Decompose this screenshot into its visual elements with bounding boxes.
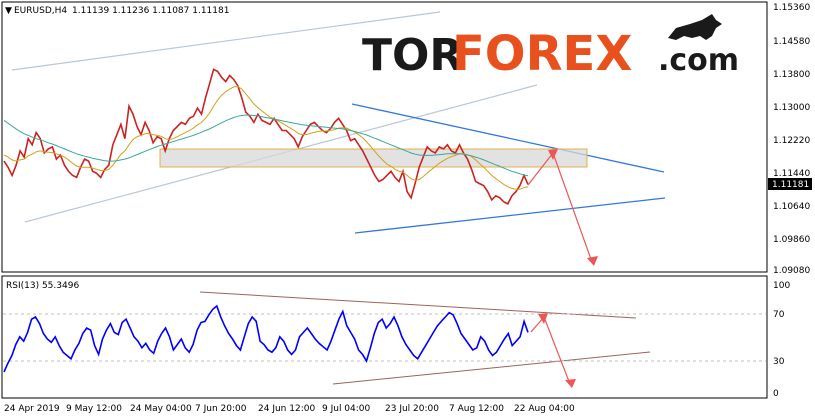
price-axis-label: 1.09080 — [773, 266, 810, 276]
rsi-axis: 100 70 30 0 — [773, 281, 790, 399]
price-axis: 1.15360 1.14580 1.13800 1.13000 1.12220 … — [768, 3, 812, 276]
price-axis-label: 1.15360 — [773, 3, 810, 13]
rsi-series-group — [3, 304, 529, 373]
rsi-lower-trendline — [332, 351, 651, 385]
wedge-upper-line — [351, 103, 665, 173]
time-axis-label: 9 Jul 04:00 — [322, 404, 371, 414]
time-axis-label: 23 Jul 20:00 — [385, 404, 439, 414]
current-price-label: 1.11181 — [772, 180, 809, 190]
price-series-line-2 — [3, 114, 529, 177]
rsi-axis-label: 70 — [773, 310, 785, 320]
resistance-zone — [159, 148, 588, 168]
forecast-arrow-rsi — [530, 313, 576, 388]
time-axis-label: 7 Jun 20:00 — [195, 404, 247, 414]
logo-part2: FOREX — [452, 26, 632, 82]
main-chart-panel — [1, 1, 768, 273]
rsi-axis-label: 30 — [773, 357, 785, 367]
price-axis-label: 1.11440 — [773, 169, 810, 179]
logo-part3: .com — [658, 43, 739, 78]
time-axis-label: 24 May 04:00 — [130, 404, 192, 414]
current-price-tag — [768, 178, 812, 190]
bull-icon — [668, 14, 722, 40]
header-marker-icon: ▼ — [5, 6, 12, 16]
rsi-axis-label: 100 — [773, 281, 790, 291]
chart-symbol: EURUSD,H4 — [14, 6, 67, 16]
chart-ohlc-values: 1.11139 1.11236 1.11087 1.11181 — [72, 6, 229, 16]
price-axis-label: 1.10640 — [773, 202, 810, 212]
torforex-logo: TOR FOREX .com — [362, 14, 739, 82]
logo-part1: TOR — [362, 30, 463, 81]
price-series-line-1 — [3, 85, 529, 190]
time-axis-label: 24 Apr 2019 — [4, 404, 60, 414]
time-axis-label: 7 Aug 12:00 — [449, 404, 504, 414]
price-series-group — [3, 68, 529, 205]
rsi-title: RSI(13) 55.3496 — [6, 281, 79, 291]
rsi-axis-label: 0 — [773, 389, 779, 399]
upper-channel-line-top — [11, 11, 441, 71]
time-axis-label: 9 May 12:00 — [66, 404, 122, 414]
price-axis-label: 1.12220 — [773, 136, 810, 146]
time-axis-label: 24 Jun 12:00 — [258, 404, 315, 414]
rsi-series-line-0 — [3, 304, 529, 373]
wedge-lower-line — [354, 197, 666, 234]
price-axis-label: 1.13000 — [773, 103, 810, 113]
time-axis-label: 22 Aug 04:00 — [514, 404, 575, 414]
price-axis-label: 1.14580 — [773, 37, 810, 47]
time-axis: 24 Apr 2019 9 May 12:00 24 May 04:00 7 J… — [4, 404, 575, 414]
price-axis-label: 1.13800 — [773, 70, 810, 80]
rsi-panel — [1, 275, 768, 399]
forecast-arrow-main — [527, 149, 598, 266]
price-axis-label: 1.09860 — [773, 235, 810, 245]
